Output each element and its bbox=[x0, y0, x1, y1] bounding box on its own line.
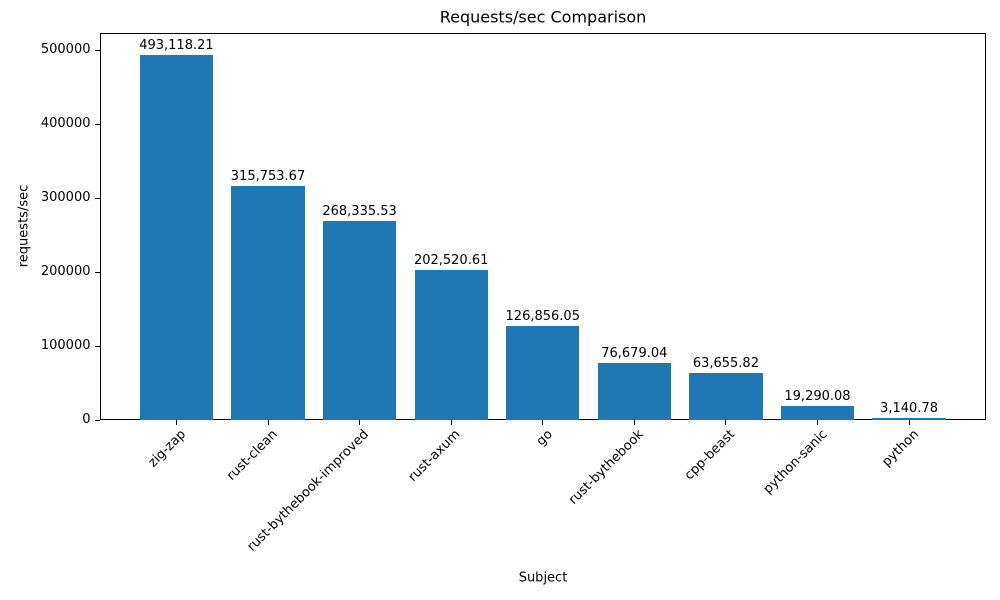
bar-value-label: 493,118.21 bbox=[139, 38, 214, 54]
x-tick-mark bbox=[359, 420, 361, 425]
x-tick-mark bbox=[542, 420, 544, 425]
y-tick-mark bbox=[94, 345, 100, 347]
x-axis-label: Subject bbox=[518, 570, 568, 586]
y-tick-mark bbox=[94, 197, 100, 199]
bar-value-label: 76,679.04 bbox=[601, 346, 668, 362]
y-tick-label: 0 bbox=[82, 412, 91, 427]
x-tick-mark bbox=[908, 420, 910, 425]
x-tick-mark bbox=[816, 420, 818, 425]
y-tick-mark bbox=[94, 123, 100, 125]
bar-value-label: 63,655.82 bbox=[692, 355, 759, 371]
bar-value-label: 3,140.78 bbox=[880, 400, 938, 416]
x-tick-mark bbox=[267, 420, 269, 425]
bar-value-label: 315,753.67 bbox=[230, 169, 306, 185]
bar-value-label: 126,856.05 bbox=[505, 309, 580, 325]
x-tick-label: python bbox=[878, 427, 922, 470]
bar-value-label: 19,290.08 bbox=[784, 388, 851, 404]
y-tick-mark bbox=[94, 419, 100, 421]
bar-python-sanic bbox=[780, 405, 855, 420]
bar-go bbox=[506, 326, 580, 420]
bar-python bbox=[872, 417, 946, 420]
bar-rust-bythebook-improved bbox=[322, 221, 397, 420]
bar-rust-bythebook bbox=[597, 363, 671, 420]
bar-value-label: 268,335.53 bbox=[322, 204, 397, 220]
x-tick-label: python-sanic bbox=[760, 427, 831, 497]
x-tick-label: go bbox=[533, 427, 556, 450]
x-tick-mark bbox=[175, 420, 177, 425]
y-tick-mark bbox=[94, 271, 100, 273]
x-tick-mark bbox=[725, 420, 727, 425]
y-tick-label: 100000 bbox=[40, 338, 91, 353]
bar-value-label: 202,520.61 bbox=[413, 253, 489, 269]
x-tick-mark bbox=[450, 420, 452, 425]
x-tick-label: rust-axum bbox=[405, 427, 464, 485]
y-tick-label: 200000 bbox=[40, 264, 91, 279]
x-tick-label: rust-bythebook bbox=[566, 427, 647, 508]
bar-cpp-beast bbox=[689, 372, 763, 420]
bar-zig-zap bbox=[139, 55, 214, 420]
y-tick-label: 300000 bbox=[40, 190, 91, 205]
x-tick-label: rust-clean bbox=[223, 427, 281, 484]
x-tick-label: cpp-beast bbox=[682, 427, 739, 484]
x-tick-mark bbox=[633, 420, 635, 425]
y-tick-label: 500000 bbox=[40, 42, 91, 58]
y-tick-label: 400000 bbox=[40, 116, 91, 131]
y-tick-mark bbox=[94, 49, 100, 51]
x-tick-label: zig-zap bbox=[145, 427, 190, 471]
bar-rust-axum bbox=[414, 270, 488, 420]
bar-rust-clean bbox=[231, 186, 305, 420]
chart-title: Requests/sec Comparison bbox=[439, 7, 647, 27]
